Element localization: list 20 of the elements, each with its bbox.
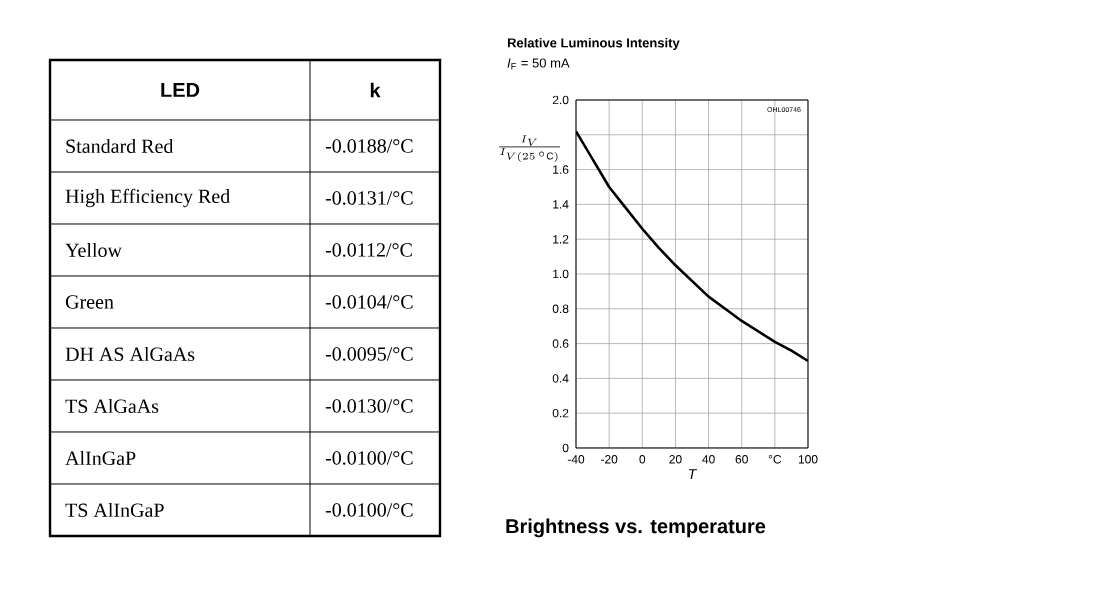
text: -0.0130/°C (325, 399, 413, 413)
text: Brightness vs. temperature (506, 518, 766, 538)
text: -0.0100/°C (325, 451, 413, 465)
text: -0.0100/°C (325, 503, 413, 517)
text: Green (65, 295, 114, 309)
text: TS AlInGaP (65, 502, 164, 518)
text: -0.0104/°C (325, 295, 413, 309)
text: High Efficiency Red (65, 188, 230, 208)
text: -0.0095/°C (325, 347, 413, 361)
text: Yellow (65, 242, 122, 258)
text: AlInGaP (65, 450, 136, 466)
text: DH AS AlGaAs (65, 346, 195, 362)
text: LED (161, 83, 200, 97)
text: -0.0188/°C (325, 139, 413, 153)
y-axis-title: $\frac{I_{V}}{I_{V(25\,^{\circ}\mathrm{C})}}$ (499, 135, 560, 162)
text: TS AlGaAs (65, 398, 159, 414)
text: k (370, 82, 381, 98)
text: -0.0112/°C (325, 243, 412, 257)
text: -0.0131/°C (325, 191, 413, 205)
text: Standard Red (66, 138, 174, 154)
